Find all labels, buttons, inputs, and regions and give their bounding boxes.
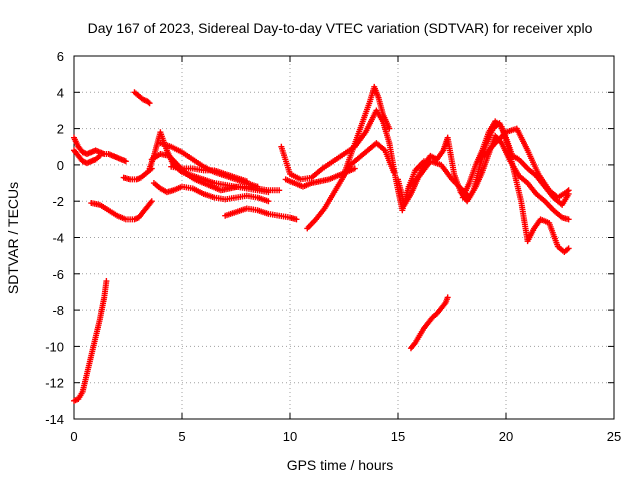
series-track-t — [459, 118, 572, 256]
data-point — [265, 198, 272, 205]
y-tick-label: -10 — [45, 339, 64, 354]
series-track-c — [71, 278, 110, 404]
y-tick-label: 2 — [57, 122, 64, 137]
y-tick-label: -2 — [52, 194, 64, 209]
y-axis-label: SDTVAR / TECUs — [5, 182, 21, 294]
y-tick-label: 4 — [57, 85, 64, 100]
data-point — [565, 245, 572, 252]
grid — [74, 56, 614, 419]
data-point — [565, 187, 572, 194]
data-point — [293, 216, 300, 223]
x-tick-label: 25 — [607, 429, 621, 444]
series-track-s — [407, 294, 451, 352]
data-point — [103, 278, 110, 285]
x-tick-label: 10 — [283, 429, 297, 444]
series-track-m — [278, 107, 427, 214]
data-point-fill — [564, 188, 571, 195]
data-point — [254, 183, 261, 190]
series-track-a — [71, 134, 129, 165]
chart-title: Day 167 of 2023, Sidereal Day-to-day VTE… — [88, 20, 593, 36]
y-tick-label: -14 — [45, 412, 64, 427]
data-point — [148, 198, 155, 205]
x-tick-label: 15 — [391, 429, 405, 444]
x-tick-label: 5 — [178, 429, 185, 444]
series-track-r — [405, 132, 572, 223]
data-point — [386, 125, 393, 132]
y-tick-label: -4 — [52, 231, 64, 246]
y-tick-label: -6 — [52, 267, 64, 282]
series-track-b — [71, 147, 103, 167]
data-point — [243, 178, 250, 185]
data-point — [276, 187, 283, 194]
series-track-f — [131, 89, 153, 107]
axis-ticks: 0 5 10 15 20 25 -14 -12 -10 -8 -6 -4 -2 0 2 4 6 — [45, 49, 621, 444]
series-track-e — [120, 165, 155, 183]
x-tick-label: 0 — [70, 429, 77, 444]
data-point-fill — [145, 99, 152, 106]
y-tick-label: 0 — [57, 158, 64, 173]
y-tick-label: -12 — [45, 376, 64, 391]
series-track-u — [481, 125, 572, 201]
series-track-d — [88, 198, 155, 223]
y-tick-label: -8 — [52, 303, 64, 318]
data-point — [565, 216, 572, 223]
data-point — [390, 169, 397, 176]
x-tick-label: 20 — [499, 429, 513, 444]
data-point — [96, 152, 103, 159]
data-points — [71, 83, 572, 404]
series-track-p — [341, 83, 393, 177]
series-track-k — [168, 163, 250, 185]
data-point — [444, 294, 451, 301]
data-point — [351, 165, 358, 172]
y-tick-label: 6 — [57, 49, 64, 64]
series-track-l — [222, 205, 300, 223]
x-axis-label: GPS time / hours — [287, 457, 394, 473]
series-track-i — [150, 180, 272, 205]
data-point — [122, 158, 129, 165]
data-point — [146, 100, 153, 107]
